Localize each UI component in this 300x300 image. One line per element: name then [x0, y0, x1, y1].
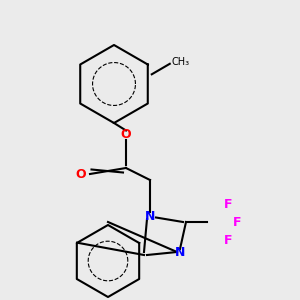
Text: F: F: [224, 197, 232, 211]
Text: O: O: [121, 128, 131, 142]
Text: CH₃: CH₃: [171, 57, 189, 67]
Text: O: O: [76, 167, 86, 181]
Text: F: F: [224, 233, 232, 247]
Text: N: N: [145, 209, 155, 223]
Text: F: F: [233, 215, 241, 229]
Text: N: N: [175, 245, 185, 259]
